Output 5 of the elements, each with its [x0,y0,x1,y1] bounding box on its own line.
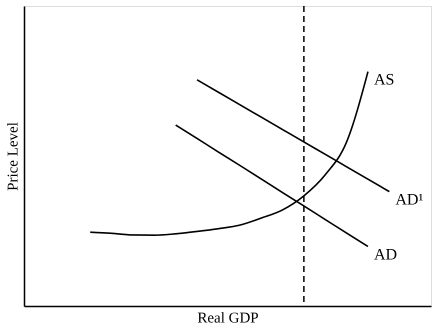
series-label: AS [374,72,394,89]
x-axis-title: Real GDP [197,310,259,326]
series-label: AD [374,246,398,264]
y-axis-title: Price Level [6,122,22,191]
series-label: AD¹ [395,192,424,209]
